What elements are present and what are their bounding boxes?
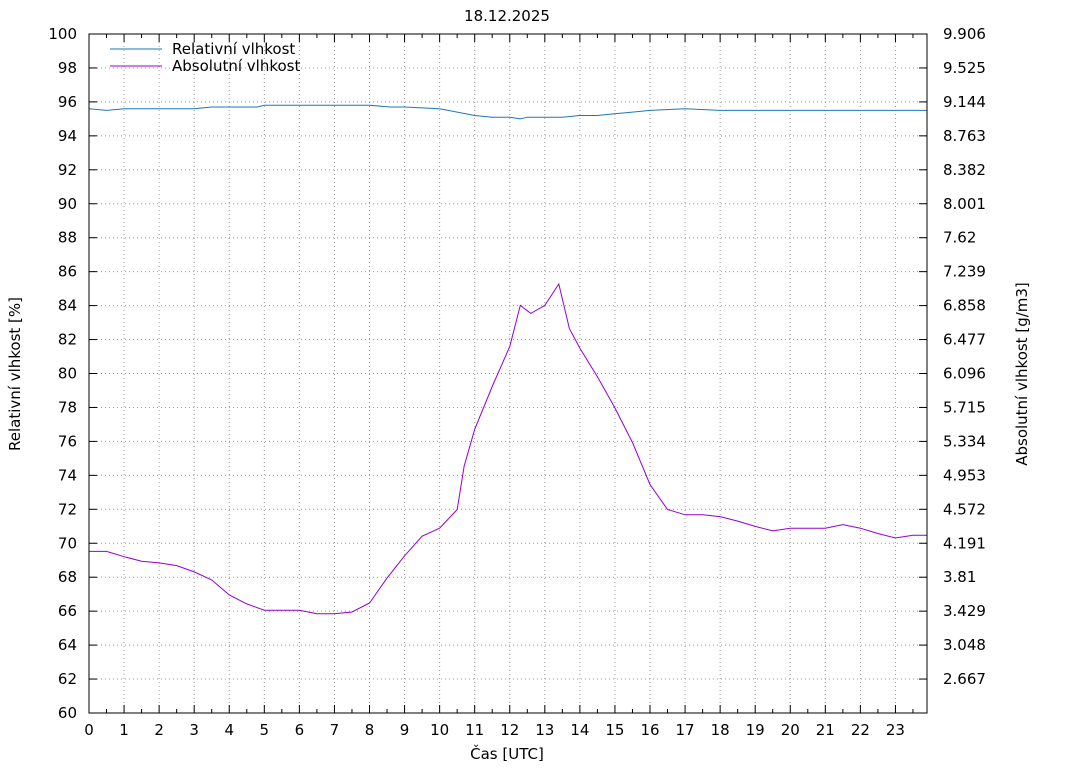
x-tick-label: 7 [330,721,340,739]
y2-tick-label: 4.191 [943,534,986,552]
x-axis-label: Čas [UTC] [470,744,544,763]
y2-tick-label: 3.429 [943,602,986,620]
y2-tick-label: 4.572 [943,500,986,518]
x-tick-label: 23 [886,721,905,739]
x-tick-label: 8 [365,721,375,739]
y2-tick-label: 9.906 [943,25,986,43]
x-tick-label: 9 [400,721,410,739]
x-tick-label: 18 [711,721,730,739]
y-tick-label: 90 [58,195,77,213]
x-tick-label: 1 [119,721,129,739]
x-tick-label: 19 [746,721,765,739]
y2-tick-label: 5.715 [943,398,986,416]
x-tick-labels: 0 1 2 3 4 5 6 7 8 9 10 11 12 13 14 15 16 17 18 19 20 21 22 23 [84,721,905,739]
y2-tick-label: 8.763 [943,127,986,145]
y-tick-label: 88 [58,229,77,247]
legend-label-relative: Relativní vlhkost [172,40,295,58]
legend: Relativní vlhkost Absolutní vlhkost [110,40,300,75]
y2-tick-label: 3.81 [943,568,976,586]
x-tick-label: 5 [260,721,270,739]
x-tick-label: 10 [430,721,449,739]
y-tick-label: 84 [58,297,77,315]
y-tick-label: 98 [58,59,77,77]
y2-tick-label: 9.525 [943,59,986,77]
y-tick-label: 94 [58,127,77,145]
y2-tick-label: 5.334 [943,432,986,450]
y-tick-label: 100 [48,25,77,43]
y-tick-label: 68 [58,568,77,586]
y-tick-label: 70 [58,534,77,552]
y-tick-label: 76 [58,432,77,450]
y-tick-label: 62 [58,670,77,688]
x-tick-label: 20 [781,721,800,739]
y2-tick-label: 6.096 [943,365,986,383]
series-line-absolute-humidity [89,282,927,615]
x-tick-label: 12 [500,721,519,739]
y2-tick-label: 7.239 [943,263,986,281]
y-tick-label: 96 [58,93,77,111]
x-tick-label: 14 [570,721,589,739]
series-line-relative-humidity [88,104,927,120]
y2-tick-labels: 2.667 3.048 3.429 3.81 4.191 4.572 4.953 5.334 5… [943,25,986,688]
y-tick-label: 80 [58,365,77,383]
y2-axis-label: Absolutní vlhkost [g/m3] [1013,282,1031,466]
chart-title: 18.12.2025 [464,7,550,25]
y2-tick-label: 9.144 [943,93,986,111]
y2-tick-label: 7.62 [943,229,976,247]
x-tick-label: 11 [465,721,484,739]
x-tick-label: 0 [84,721,94,739]
y-tick-label: 72 [58,500,77,518]
axis-ticks [88,33,927,714]
y2-tick-label: 6.477 [943,331,986,349]
y-tick-label: 78 [58,398,77,416]
y-tick-labels: 60 62 64 66 68 70 72 74 76 78 80 82 84 86 88 90 92 94 96 98… [48,25,77,722]
x-tick-label: 4 [224,721,234,739]
y-tick-label: 60 [58,704,77,722]
y2-tick-label: 8.001 [943,195,986,213]
y-tick-label: 92 [58,161,77,179]
y2-tick-label: 2.667 [943,670,986,688]
x-tick-label: 16 [640,721,659,739]
x-tick-label: 15 [605,721,624,739]
y-tick-label: 86 [58,263,77,281]
x-tick-label: 21 [816,721,835,739]
y2-tick-label: 8.382 [943,161,986,179]
legend-label-absolute: Absolutní vlhkost [172,57,300,75]
y2-tick-label: 4.953 [943,466,986,484]
plot-frame [88,33,928,714]
y-tick-label: 82 [58,331,77,349]
x-tick-label: 2 [154,721,164,739]
y-tick-label: 64 [58,636,77,654]
grid [89,34,927,713]
x-tick-label: 6 [295,721,305,739]
y-axis-label: Relativní vlhkost [%] [6,297,24,451]
x-tick-label: 22 [851,721,870,739]
series-lines [88,104,927,615]
y2-tick-label: 6.858 [943,297,986,315]
x-tick-label: 17 [676,721,695,739]
x-tick-label: 13 [535,721,554,739]
y-tick-label: 66 [58,602,77,620]
y2-tick-label: 3.048 [943,636,986,654]
x-tick-label: 3 [189,721,199,739]
y-tick-label: 74 [58,466,77,484]
